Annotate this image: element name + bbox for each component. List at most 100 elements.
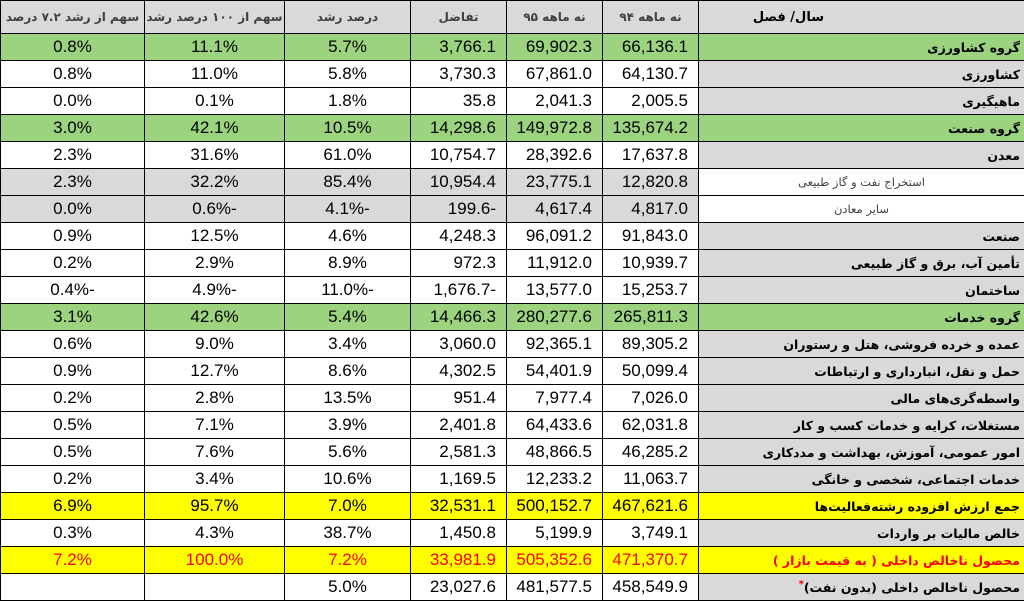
cell-growth-percent: 10.5% bbox=[285, 115, 411, 142]
row-label-text: محصول ناخالص داخلی (بدون نفت) bbox=[804, 580, 1020, 595]
cell-share-of-7-2: 2.3% bbox=[1, 169, 145, 196]
row-label: ساختمان bbox=[699, 277, 1024, 304]
cell-9month-94: 265,811.3 bbox=[603, 304, 699, 331]
cell-9month-95: 2,041.3 bbox=[507, 88, 603, 115]
cell-9month-94-text: 3,749.1 bbox=[631, 523, 688, 542]
cell-9month-95-text: 54,401.9 bbox=[526, 361, 592, 380]
cell-growth-percent: 38.7% bbox=[285, 520, 411, 547]
cell-growth-percent-text: 7.2% bbox=[328, 550, 367, 569]
cell-share-of-100-text: 100.0% bbox=[186, 550, 244, 569]
row-label-text: خدمات اجتماعی، شخصی و خانگی bbox=[812, 472, 1020, 487]
cell-share-of-7-2-text: -0.4% bbox=[50, 280, 94, 299]
cell-growth-percent-text: 3.9% bbox=[328, 415, 367, 434]
cell-growth-percent: 5.4% bbox=[285, 304, 411, 331]
row-label: عمده و خرده فروشی، هتل و رستوران bbox=[699, 331, 1024, 358]
cell-9month-95-text: 28,392.6 bbox=[526, 145, 592, 164]
cell-growth-percent-text: 5.6% bbox=[328, 442, 367, 461]
cell-share-of-100: -0.6% bbox=[145, 196, 285, 223]
cell-9month-94: 66,136.1 bbox=[603, 34, 699, 61]
cell-difference: 1,169.5 bbox=[411, 466, 507, 493]
cell-9month-94: 458,549.9 bbox=[603, 574, 699, 601]
row-label: تأمین آب، برق و گاز طبیعی bbox=[699, 250, 1024, 277]
cell-9month-94-text: 50,099.4 bbox=[622, 361, 688, 380]
cell-9month-94-text: 64,130.7 bbox=[622, 64, 688, 83]
row-label-text: گروه کشاورزی bbox=[927, 40, 1020, 55]
cell-share-of-100: 11.0% bbox=[145, 61, 285, 88]
cell-share-of-7-2-text: 0.6% bbox=[53, 334, 92, 353]
cell-share-of-7-2-text: 0.9% bbox=[53, 226, 92, 245]
row-label: مستغلات، کرایه و خدمات کسب و کار bbox=[699, 412, 1024, 439]
cell-share-of-100: 31.6% bbox=[145, 142, 285, 169]
cell-difference-text: 32,531.1 bbox=[430, 496, 496, 515]
cell-growth-percent-text: 5.7% bbox=[328, 37, 367, 56]
cell-share-of-100-text: 31.6% bbox=[190, 145, 238, 164]
cell-growth-percent: 3.9% bbox=[285, 412, 411, 439]
cell-difference-text: 14,466.3 bbox=[430, 307, 496, 326]
cell-share-of-7-2-text: 0.9% bbox=[53, 361, 92, 380]
cell-share-of-7-2-text: 0.2% bbox=[53, 388, 92, 407]
cell-difference: 2,401.8 bbox=[411, 412, 507, 439]
cell-difference: -199.6 bbox=[411, 196, 507, 223]
cell-growth-percent: -11.0% bbox=[285, 277, 411, 304]
cell-difference-text: 3,766.1 bbox=[439, 37, 496, 56]
cell-9month-95: 149,972.8 bbox=[507, 115, 603, 142]
row-label: کشاورزی bbox=[699, 61, 1024, 88]
cell-growth-percent-text: -4.1% bbox=[325, 199, 369, 218]
cell-9month-94-text: 12,820.8 bbox=[622, 172, 688, 191]
header-year-season: سال/ فصل bbox=[699, 1, 1024, 34]
cell-growth-percent: 8.9% bbox=[285, 250, 411, 277]
cell-share-of-100 bbox=[145, 574, 285, 601]
cell-share-of-100-text: 2.8% bbox=[195, 388, 234, 407]
cell-difference: 33,981.9 bbox=[411, 547, 507, 574]
cell-share-of-7-2: 0.5% bbox=[1, 439, 145, 466]
cell-share-of-7-2: 0.2% bbox=[1, 466, 145, 493]
row-label: محصول ناخالص داخلی (بدون نفت)* bbox=[699, 574, 1024, 601]
cell-difference-text: 1,450.8 bbox=[439, 523, 496, 542]
cell-share-of-7-2-text: 0.2% bbox=[53, 469, 92, 488]
cell-9month-94: 89,305.2 bbox=[603, 331, 699, 358]
cell-share-of-100: 12.5% bbox=[145, 223, 285, 250]
cell-9month-95-text: 96,091.2 bbox=[526, 226, 592, 245]
cell-share-of-100-text: 12.5% bbox=[190, 226, 238, 245]
cell-difference-text: 35.8 bbox=[463, 91, 496, 110]
cell-share-of-7-2-text: 3.0% bbox=[53, 118, 92, 137]
cell-9month-95-text: 13,577.0 bbox=[526, 280, 592, 299]
cell-share-of-7-2-text: 0.0% bbox=[53, 91, 92, 110]
cell-difference-text: 10,954.4 bbox=[430, 172, 496, 191]
cell-growth-percent: 13.5% bbox=[285, 385, 411, 412]
cell-9month-94: 17,637.8 bbox=[603, 142, 699, 169]
cell-9month-94: 471,370.7 bbox=[603, 547, 699, 574]
cell-growth-percent: 5.7% bbox=[285, 34, 411, 61]
cell-difference-text: 3,060.0 bbox=[439, 334, 496, 353]
cell-difference: 10,954.4 bbox=[411, 169, 507, 196]
row-label: خدمات اجتماعی، شخصی و خانگی bbox=[699, 466, 1024, 493]
cell-difference-text: 33,981.9 bbox=[430, 550, 496, 569]
cell-growth-percent-text: 8.6% bbox=[328, 361, 367, 380]
cell-share-of-100-text: 7.1% bbox=[195, 415, 234, 434]
cell-9month-95: 481,577.5 bbox=[507, 574, 603, 601]
cell-share-of-100-text: 3.4% bbox=[195, 469, 234, 488]
cell-9month-94: 7,026.0 bbox=[603, 385, 699, 412]
cell-9month-95-text: 64,433.6 bbox=[526, 415, 592, 434]
row-label: گروه خدمات bbox=[699, 304, 1024, 331]
cell-share-of-7-2-text: 3.1% bbox=[53, 307, 92, 326]
cell-9month-95: 69,902.3 bbox=[507, 34, 603, 61]
cell-9month-95: 28,392.6 bbox=[507, 142, 603, 169]
cell-9month-95-text: 5,199.9 bbox=[535, 523, 592, 542]
cell-share-of-7-2-text: 2.3% bbox=[53, 145, 92, 164]
cell-share-of-7-2: 6.9% bbox=[1, 493, 145, 520]
cell-difference: 1,450.8 bbox=[411, 520, 507, 547]
row-label-text: مستغلات، کرایه و خدمات کسب و کار bbox=[794, 418, 1020, 433]
cell-share-of-100: 12.7% bbox=[145, 358, 285, 385]
cell-share-of-100: 3.4% bbox=[145, 466, 285, 493]
cell-share-of-100-text: 9.0% bbox=[195, 334, 234, 353]
cell-9month-94-text: 17,637.8 bbox=[622, 145, 688, 164]
cell-difference-text: -199.6 bbox=[448, 199, 496, 218]
cell-9month-95: 4,617.4 bbox=[507, 196, 603, 223]
cell-share-of-7-2: 3.1% bbox=[1, 304, 145, 331]
cell-9month-95: 5,199.9 bbox=[507, 520, 603, 547]
row-label-text: تأمین آب، برق و گاز طبیعی bbox=[851, 256, 1020, 271]
